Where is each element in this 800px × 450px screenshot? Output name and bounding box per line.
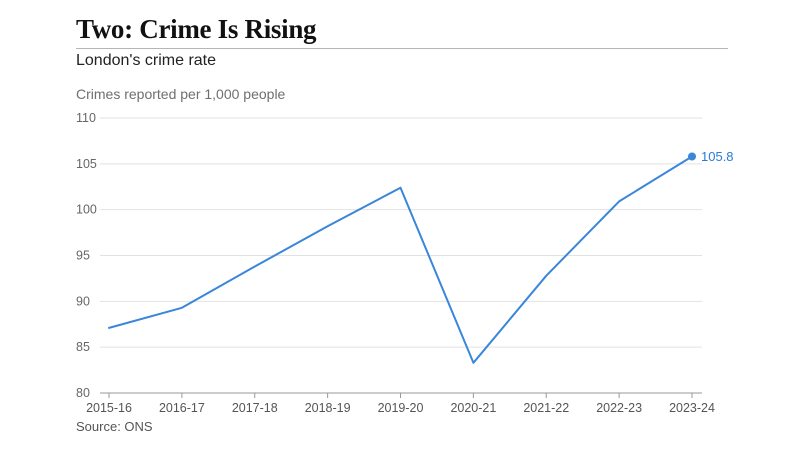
- x-tick-label: 2017-18: [232, 401, 278, 415]
- y-tick-label: 100: [76, 203, 97, 217]
- x-tick-label: 2015-16: [86, 401, 132, 415]
- x-tick-label: 2023-24: [669, 401, 715, 415]
- y-tick-label: 95: [76, 249, 90, 263]
- y-tick-label: 110: [76, 111, 96, 125]
- series-layer: 105.8: [108, 149, 734, 364]
- y-tick-labels: 80 85 90 95 100 105 110: [76, 111, 97, 400]
- chart-subtitle: London's crime rate: [76, 52, 217, 69]
- x-axis: [100, 392, 702, 398]
- series-line: [108, 155, 693, 364]
- y-tick-label: 90: [76, 294, 90, 308]
- x-tick-label: 2022-23: [596, 401, 642, 415]
- x-tick-label: 2019-20: [378, 401, 424, 415]
- x-tick-label: 2016-17: [159, 401, 205, 415]
- y-axis-unit-label: Crimes reported per 1,000 people: [76, 86, 286, 102]
- end-value-label: 105.8: [701, 149, 734, 164]
- end-point-marker: [688, 152, 696, 161]
- y-tick-label: 105: [76, 157, 97, 171]
- x-tick-label: 2020-21: [450, 401, 496, 415]
- title-divider: [76, 48, 728, 49]
- x-tick-label: 2021-22: [523, 401, 569, 415]
- chart-title: Two: Crime Is Rising: [76, 14, 317, 44]
- y-tick-label: 85: [76, 340, 90, 354]
- source-note: Source: ONS: [76, 419, 153, 434]
- x-tick-labels: 2015-16 2016-17 2017-18 2018-19 2019-20 2020-…: [86, 401, 715, 415]
- y-tick-label: 80: [76, 386, 90, 400]
- x-tick-label: 2018-19: [305, 401, 351, 415]
- gridlines: [100, 117, 702, 348]
